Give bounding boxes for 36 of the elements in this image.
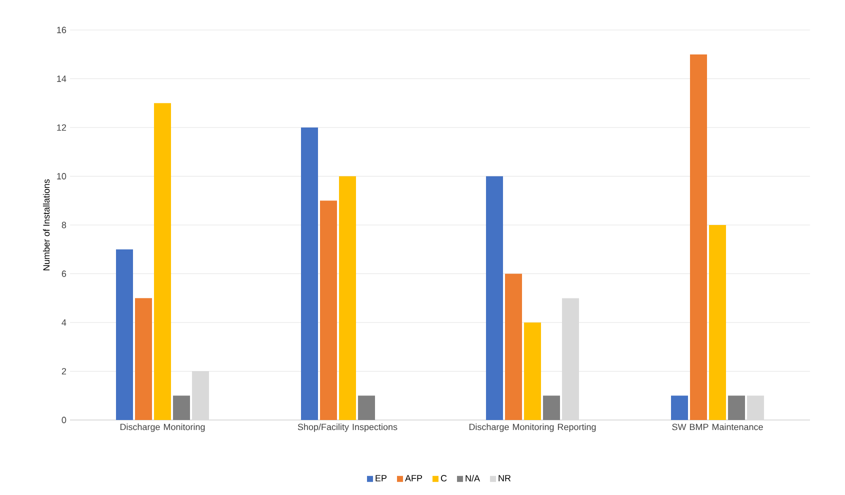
bar bbox=[505, 274, 522, 420]
bar bbox=[339, 176, 356, 420]
x-tick-label: SW BMP Maintenance bbox=[672, 424, 763, 430]
y-tick-label: 12 bbox=[57, 124, 66, 131]
y-tick-label: 4 bbox=[62, 319, 66, 326]
legend-label: C bbox=[440, 475, 447, 482]
bar bbox=[671, 396, 688, 420]
x-tick-label: Discharge Monitoring bbox=[120, 424, 205, 432]
y-tick-label: 16 bbox=[57, 26, 66, 34]
bar bbox=[728, 396, 746, 420]
bar bbox=[301, 127, 318, 420]
bar bbox=[154, 103, 172, 420]
bar bbox=[173, 396, 190, 420]
legend-label: N/A bbox=[466, 474, 480, 482]
bar bbox=[709, 224, 726, 420]
y-tick-label: 0 bbox=[62, 416, 66, 424]
x-tick-label: Discharge Monitoring Reporting bbox=[469, 424, 596, 432]
bar bbox=[358, 396, 376, 420]
y-tick-label: 10 bbox=[57, 173, 66, 180]
y-tick-label: 6 bbox=[62, 270, 66, 277]
bar bbox=[524, 322, 542, 420]
bar bbox=[486, 176, 504, 420]
y-tick-label: 14 bbox=[57, 76, 66, 82]
bar bbox=[690, 54, 708, 420]
bar bbox=[747, 396, 764, 420]
bar bbox=[543, 396, 560, 420]
y-axis-title: Number of Installations bbox=[42, 179, 50, 270]
bar bbox=[116, 249, 133, 420]
x-tick-label: Shop/Facility Inspections bbox=[298, 424, 398, 432]
legend-label: EP bbox=[376, 475, 387, 482]
bar bbox=[320, 200, 338, 420]
y-tick-label: 2 bbox=[62, 368, 66, 374]
legend-label: NR bbox=[498, 475, 511, 482]
bar bbox=[135, 298, 152, 420]
y-tick-label: 8 bbox=[62, 222, 66, 228]
legend-label: AFP bbox=[405, 475, 422, 482]
